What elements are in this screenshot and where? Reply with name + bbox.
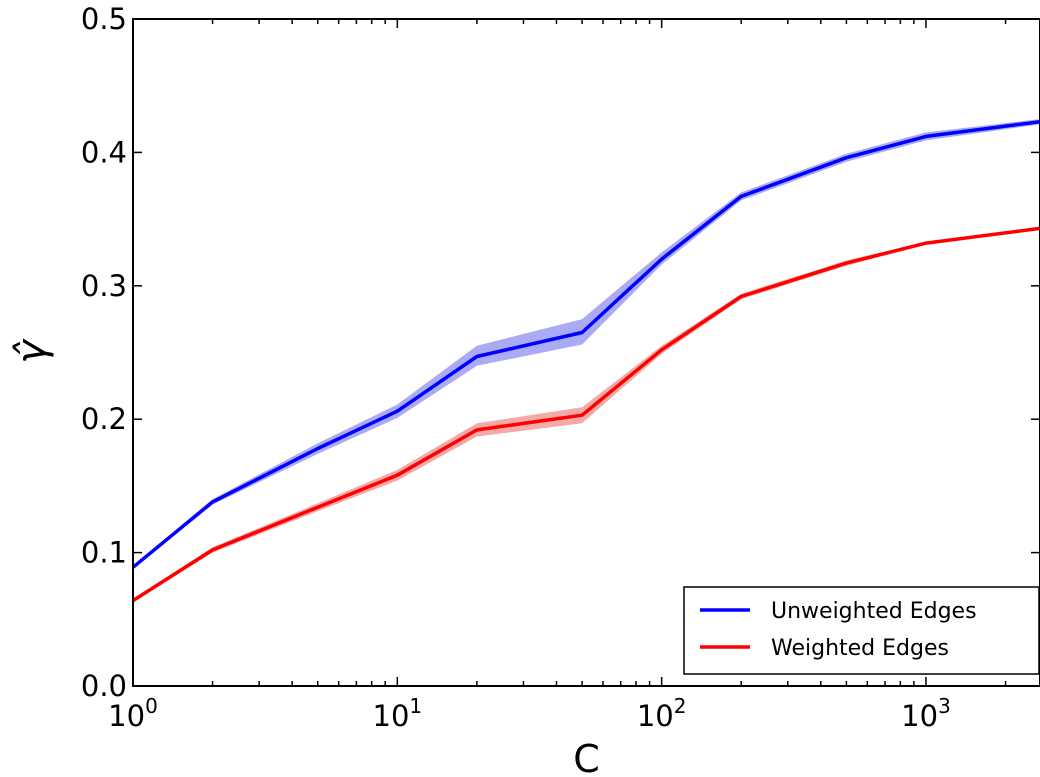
y-tick-label: 0.1 xyxy=(81,536,127,570)
plot-area-frame xyxy=(132,18,1040,687)
y-tick-label: 0.0 xyxy=(81,669,127,703)
x-axis-tick-labels: 100 101 102 103 xyxy=(108,694,951,733)
unweighted-edges-confidence-band xyxy=(133,119,1040,569)
y-axis-label: γ̂ xyxy=(9,338,55,364)
weighted-edges-line xyxy=(132,226,1040,603)
legend-entry-label: Unweighted Edges xyxy=(771,599,977,624)
y-tick-label: 0.2 xyxy=(81,402,127,436)
y-tick-label: 0.4 xyxy=(81,135,127,169)
x-tick-label: 102 xyxy=(637,694,687,733)
legend-box xyxy=(683,586,1040,675)
y-tick-label: 0.3 xyxy=(81,269,127,303)
y-tick-label: 0.5 xyxy=(81,2,127,36)
x-axis-label: C xyxy=(573,737,600,777)
confidence-bands xyxy=(133,119,1040,602)
x-tick-label: 101 xyxy=(373,694,423,733)
x-tick-label: 100 xyxy=(108,694,158,733)
series-lines xyxy=(131,119,1040,603)
unweighted-edges-line xyxy=(131,119,1040,569)
legend-entry-label: Weighted Edges xyxy=(771,636,949,661)
legend: Unweighted Edges Weighted Edges xyxy=(683,586,1040,675)
weighted-edges-confidence-band xyxy=(133,227,1040,602)
y-axis-tick-labels: 0.0 0.1 0.2 0.3 0.4 0.5 xyxy=(81,2,127,703)
axis-ticks xyxy=(132,18,1040,687)
x-tick-label: 103 xyxy=(901,694,951,733)
